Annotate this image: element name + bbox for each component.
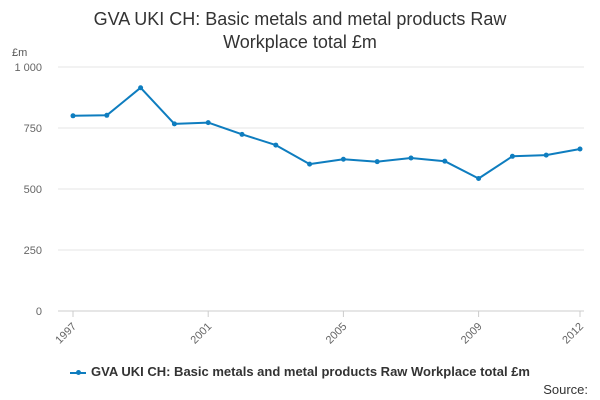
- x-tick-label: 2009: [459, 321, 485, 347]
- x-axis-ticks: 1997 2001 2005 2009 2012: [53, 311, 586, 346]
- data-point[interactable]: [307, 161, 313, 167]
- data-point[interactable]: [273, 142, 279, 148]
- y-tick-label: 750: [24, 123, 42, 135]
- data-point[interactable]: [340, 156, 346, 162]
- grid-lines: [58, 66, 584, 312]
- data-point[interactable]: [374, 159, 380, 165]
- data-point[interactable]: [171, 121, 177, 127]
- series-layer: [70, 85, 583, 182]
- y-tick-label: 250: [24, 245, 42, 257]
- chart-title-line-1: GVA UKI CH: Basic metals and metal produ…: [93, 9, 507, 29]
- data-point[interactable]: [476, 176, 482, 182]
- legend[interactable]: GVA UKI CH: Basic metals and metal produ…: [0, 364, 600, 379]
- data-point[interactable]: [70, 113, 76, 119]
- data-point[interactable]: [442, 158, 448, 164]
- legend-label: GVA UKI CH: Basic metals and metal produ…: [91, 364, 530, 379]
- data-point[interactable]: [239, 131, 245, 137]
- legend-swatch-icon: [70, 369, 86, 375]
- x-tick-label: 2012: [560, 321, 586, 347]
- x-tick-label: 2001: [189, 321, 215, 347]
- y-axis-ticks: 0 250 500 750 1 000: [14, 62, 42, 318]
- y-tick-label: 1 000: [14, 62, 42, 74]
- y-tick-label: 0: [36, 306, 42, 318]
- data-point[interactable]: [577, 146, 583, 152]
- data-point[interactable]: [138, 85, 144, 91]
- data-point[interactable]: [205, 120, 211, 126]
- chart-title: GVA UKI CH: Basic metals and metal produ…: [0, 8, 600, 54]
- x-tick-label: 1997: [53, 321, 79, 347]
- y-tick-label: 500: [24, 184, 42, 196]
- y-axis-label: £m: [12, 47, 27, 59]
- data-point[interactable]: [408, 155, 414, 161]
- data-point[interactable]: [543, 152, 549, 158]
- data-point[interactable]: [104, 112, 110, 118]
- data-point[interactable]: [509, 153, 515, 159]
- chart-title-line-2: Workplace total £m: [223, 32, 377, 52]
- x-tick-label: 2005: [324, 321, 350, 347]
- source-label: Source:: [543, 382, 588, 397]
- series-line: [72, 86, 581, 180]
